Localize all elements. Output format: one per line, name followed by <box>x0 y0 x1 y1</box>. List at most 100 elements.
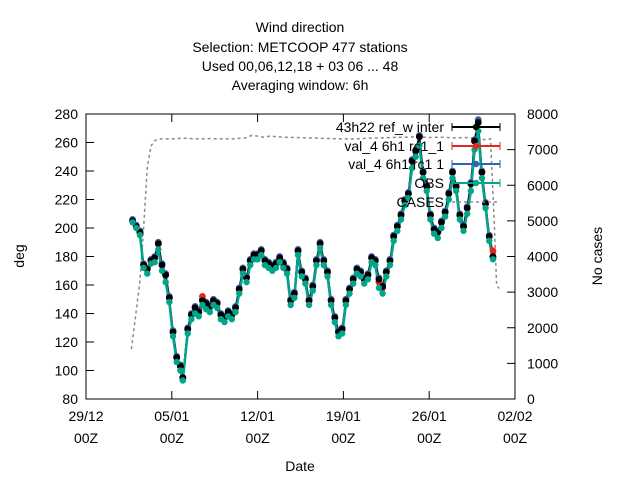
chart-title-line-2: Selection: METCOOP 477 stations <box>192 39 407 55</box>
legend-swatch-marker <box>472 160 480 168</box>
series-3-point <box>283 270 291 277</box>
series-2-point <box>463 204 471 212</box>
legend-swatch-marker <box>472 123 480 131</box>
y2-tick-label: 6000 <box>527 177 558 193</box>
y-tick-label: 80 <box>62 391 78 407</box>
x-tick-label-date: 12/01 <box>240 408 275 424</box>
x-tick-label-date: 02/02 <box>497 408 532 424</box>
series-3-point <box>228 316 236 323</box>
series-3-point <box>133 224 140 232</box>
data-series <box>129 116 497 384</box>
series-3-point <box>434 234 441 242</box>
x-tick-label-time: 00Z <box>331 430 356 446</box>
series-2-point <box>375 275 383 283</box>
series-3-point <box>136 231 144 239</box>
series-3-point <box>364 276 372 283</box>
series-3-point <box>375 284 383 292</box>
chart-title-line-4: Averaging window: 6h <box>232 77 369 93</box>
series-3-point <box>430 230 438 237</box>
series-3-point <box>232 308 239 316</box>
y2-tick-label: 3000 <box>527 284 558 300</box>
x-tick-label-date: 05/01 <box>154 408 189 424</box>
y2-tick-label: 1000 <box>527 355 558 371</box>
legend-label: OBS <box>414 175 444 191</box>
series-3-point <box>416 142 423 149</box>
series-3-point <box>372 261 379 269</box>
series-3-point <box>173 358 180 366</box>
y-tick-label: 120 <box>55 334 79 350</box>
y2-tick-label: 2000 <box>527 320 558 336</box>
chart-title: Wind direction Selection: METCOOP 477 st… <box>192 19 407 93</box>
y-axis-ticks: 80 100 120 140 160 180 200 220 240 260 280 <box>55 106 94 407</box>
series-3-point <box>441 213 449 220</box>
legend-swatch-marker <box>472 179 480 187</box>
y-tick-label: 180 <box>55 249 79 265</box>
series-3-point <box>482 204 489 212</box>
series-3-point <box>419 174 427 182</box>
y2-tick-label: 7000 <box>527 142 558 158</box>
x-tick-label-date: 19/01 <box>326 408 361 424</box>
series-3-point <box>309 287 316 294</box>
series-3-point <box>206 308 213 316</box>
series-3-point <box>438 224 445 232</box>
y2-axis-label: No cases <box>589 227 605 285</box>
series-3-point <box>158 267 166 274</box>
series-3-point <box>427 216 434 223</box>
legend-label: val_4 6h1 rc1 1 <box>348 156 444 172</box>
series-3-point <box>456 216 464 223</box>
x-tick-label-time: 00Z <box>503 430 528 446</box>
y-tick-label: 240 <box>55 163 79 179</box>
series-3-point <box>350 280 357 287</box>
y2-tick-label: 5000 <box>527 213 558 229</box>
series-3-point <box>316 244 324 252</box>
series-3-point <box>408 164 416 172</box>
series-3-point <box>379 290 386 297</box>
y-tick-label: 280 <box>55 106 79 122</box>
y2-tick-label: 0 <box>527 391 535 407</box>
series-3-point <box>386 261 394 269</box>
series-3-point <box>423 187 430 195</box>
series-3-point <box>338 330 346 337</box>
x-axis-label: Date <box>285 458 315 474</box>
series-3-point <box>467 187 475 195</box>
series-3-point <box>291 294 298 302</box>
series-1-point <box>489 247 497 255</box>
y-tick-label: 220 <box>55 192 79 208</box>
series-3-point <box>155 246 162 253</box>
series-3-point <box>169 333 177 340</box>
series-2-point <box>449 169 456 176</box>
series-3-point <box>445 196 453 203</box>
series-3-point <box>486 237 493 245</box>
series-3-point <box>397 216 405 223</box>
series-3-point <box>177 367 184 374</box>
x-tick-label-time: 00Z <box>160 430 185 446</box>
series-3-point <box>342 301 350 309</box>
series-3-point <box>394 227 401 235</box>
series-3-point <box>383 273 390 280</box>
series-2-point <box>438 218 445 226</box>
y2-tick-label: 4000 <box>527 249 558 265</box>
series-3-point <box>254 256 261 263</box>
series-3-point <box>294 251 302 259</box>
y-tick-label: 200 <box>55 220 79 236</box>
legend: 43h22 ref_w inter val_4 6h1 rc1_1 val_4 6h… <box>336 119 501 210</box>
series-3-point <box>305 301 313 309</box>
y2-tick-label: 8000 <box>527 106 558 122</box>
series-3-point <box>166 298 173 306</box>
x-axis-ticks: 29/12 00Z 05/01 00Z 12/01 00Z 19/01 00Z 26/01 00Z… <box>68 114 533 446</box>
series-2-point <box>408 157 416 165</box>
series-3-point <box>460 227 467 235</box>
y-tick-label: 100 <box>55 363 79 379</box>
series-3-point <box>449 174 456 182</box>
chart-title-line-1: Wind direction <box>256 19 345 35</box>
series-3-point <box>199 301 206 309</box>
series-3-point <box>243 278 250 286</box>
legend-swatch-marker <box>472 142 480 150</box>
series-3-point <box>361 280 368 287</box>
series-2-point <box>158 261 166 269</box>
series-2-point <box>415 133 423 141</box>
series-3-point <box>401 202 408 209</box>
series-3-point <box>324 273 331 280</box>
series-3-point <box>140 264 147 272</box>
series-2-point <box>419 169 427 176</box>
